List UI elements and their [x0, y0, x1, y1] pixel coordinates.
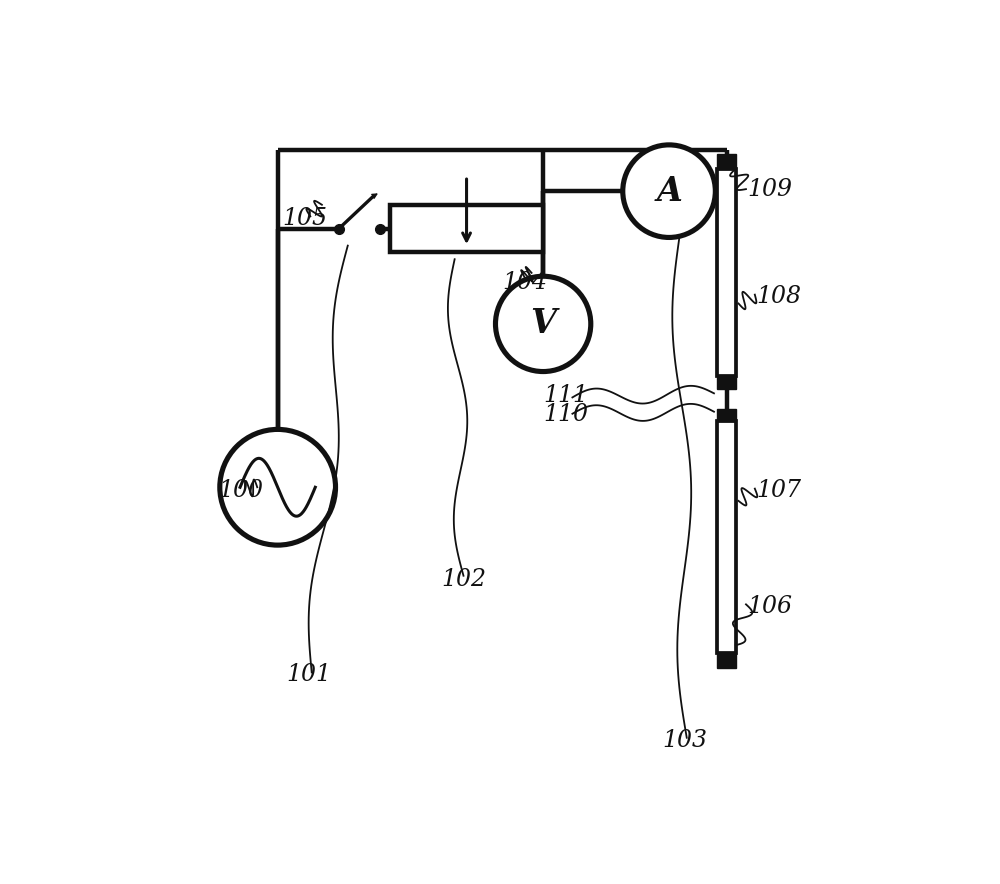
Circle shape [495, 276, 591, 371]
Text: A: A [656, 175, 682, 208]
Text: 108: 108 [756, 286, 801, 309]
Bar [390, 205, 543, 253]
Text: 111: 111 [543, 385, 588, 408]
Bar [717, 169, 736, 377]
Text: 103: 103 [662, 729, 707, 752]
Bar [717, 409, 736, 422]
Circle shape [623, 145, 715, 238]
Text: 106: 106 [747, 595, 792, 618]
Bar [717, 154, 736, 169]
Circle shape [220, 430, 336, 545]
Bar [717, 652, 736, 667]
Text: V: V [530, 308, 556, 340]
Bar [717, 377, 736, 389]
Text: 102: 102 [441, 568, 486, 591]
Text: 110: 110 [543, 402, 588, 425]
Bar [717, 422, 736, 652]
Text: 107: 107 [756, 479, 801, 502]
Text: 104: 104 [502, 271, 547, 293]
Text: 101: 101 [287, 663, 332, 686]
Text: 109: 109 [747, 178, 792, 201]
Text: 100: 100 [218, 479, 263, 502]
Text: 105: 105 [282, 207, 327, 230]
